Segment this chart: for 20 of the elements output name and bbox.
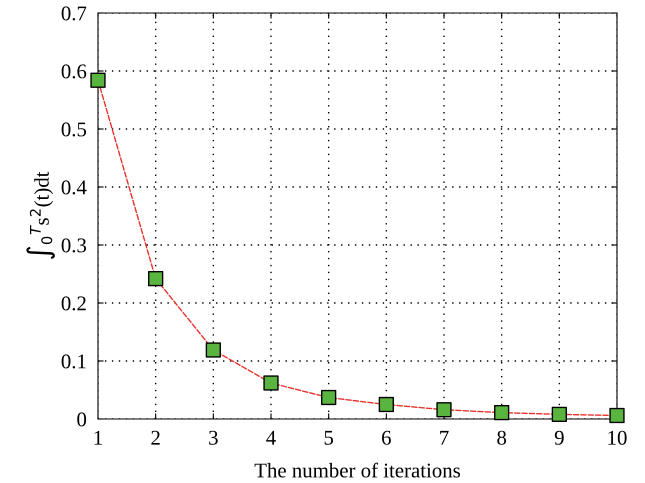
y-tick-label: 0.2: [62, 296, 86, 311]
y-tick-label: 0.1: [62, 354, 86, 369]
y-tick-label: 0.4: [62, 180, 87, 195]
x-tick-label: 1: [94, 430, 102, 445]
y-tick-label: 0.3: [62, 238, 86, 253]
y-tick-label: 0.5: [62, 122, 86, 137]
y-tick-label: 0.7: [62, 6, 86, 21]
y-tick-label: 0: [77, 412, 86, 426]
x-tick-label: 6: [382, 430, 391, 445]
y-tick-label: 0.6: [62, 64, 86, 79]
x-tick-label: 7: [440, 430, 449, 445]
x-tick-label: 8: [497, 430, 506, 445]
y-axis-title: ∫$_{0}$$^{T}$s$^{2}$(t)dt: [26, 172, 55, 259]
x-tick-label: 5: [324, 430, 334, 445]
x-tick-label: 2: [151, 430, 160, 445]
x-tick-label: 9: [554, 430, 564, 445]
x-axis-title: The number of iterations: [254, 462, 460, 478]
x-tick-label: 10: [608, 430, 627, 445]
x-tick-label: 3: [209, 430, 218, 445]
x-tick-label: 4: [266, 430, 276, 445]
